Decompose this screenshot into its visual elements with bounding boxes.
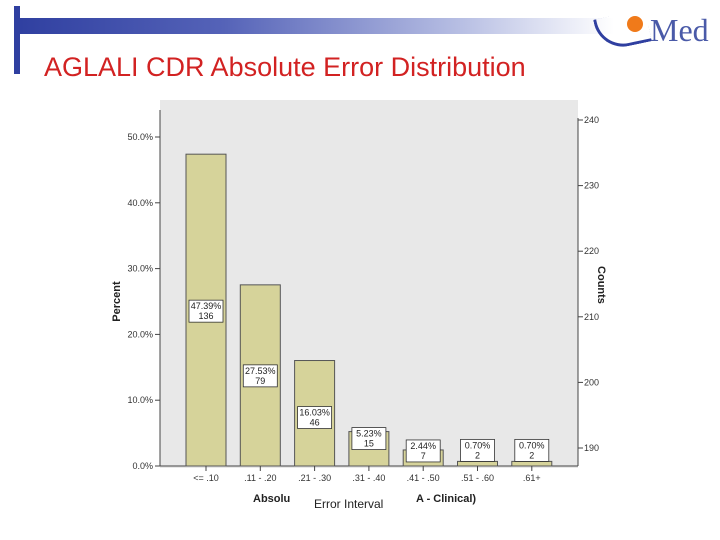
data-label-box <box>297 406 333 429</box>
y2-axis-label: Counts <box>595 266 607 304</box>
data-label-count: 2 <box>529 450 534 460</box>
logo-wordmark: Med <box>650 12 709 48</box>
data-label-percent: 27.53% <box>245 366 276 376</box>
x-axis-label-right: A - Clinical) <box>416 493 476 505</box>
bar <box>511 460 553 467</box>
data-label-percent: 2.44% <box>410 441 436 451</box>
y-axis-label: Percent <box>111 281 123 322</box>
data-label-box <box>405 439 441 463</box>
y-tick-label: 40.0% <box>127 198 153 208</box>
y2-tick-label: 230 <box>584 181 599 191</box>
y2-tick-label: 240 <box>584 115 599 125</box>
data-label-count: 2 <box>475 450 480 460</box>
header-band <box>14 18 614 34</box>
y-tick-label: 0.0% <box>132 461 153 471</box>
y2-tick-label: 220 <box>584 246 599 256</box>
y2-tick-label: 190 <box>584 443 599 453</box>
data-label-box <box>460 438 495 462</box>
plot-area <box>160 100 578 468</box>
data-label-box <box>242 364 278 388</box>
data-label-percent: 0.70% <box>519 440 545 450</box>
y-tick-label: 20.0% <box>127 329 153 339</box>
data-label-percent: 47.39% <box>191 301 222 311</box>
x-tick-label: .41 - .50 <box>407 473 440 483</box>
x-tick-label: .51 - .60 <box>461 473 494 483</box>
logo-dot-icon <box>627 16 643 32</box>
data-label-count: 7 <box>421 451 426 461</box>
y2-tick-label: 210 <box>584 312 599 322</box>
data-label-box <box>351 427 387 450</box>
data-label-count: 79 <box>255 376 265 386</box>
header-accent-bar <box>14 6 20 74</box>
y-tick-label: 30.0% <box>127 264 153 274</box>
error-interval-label: Error Interval <box>292 494 416 514</box>
x-tick-label: .21 - .30 <box>298 473 331 483</box>
data-label-percent: 16.03% <box>299 408 330 418</box>
data-label-box <box>514 438 550 462</box>
x-tick-label: .61+ <box>523 473 541 483</box>
data-label-box <box>188 299 224 323</box>
y-tick-label: 50.0% <box>127 132 153 142</box>
page-title: AGLALI CDR Absolute Error Distribution <box>44 52 526 82</box>
data-label-count: 46 <box>310 418 320 428</box>
data-label-count: 15 <box>364 439 374 449</box>
y2-tick-label: 200 <box>584 377 599 387</box>
y-tick-label: 10.0% <box>127 395 153 405</box>
x-tick-label: .31 - .40 <box>352 473 385 483</box>
x-axis-label-left: Absolu <box>253 493 290 505</box>
x-tick-label: .11 - .20 <box>244 473 276 483</box>
bar <box>457 460 498 467</box>
data-label-count: 136 <box>198 311 213 321</box>
med-logo: Med <box>590 6 714 53</box>
x-tick-label: <= .10 <box>193 473 219 483</box>
data-label-percent: 5.23% <box>356 429 382 439</box>
data-label-percent: 0.70% <box>465 440 491 450</box>
